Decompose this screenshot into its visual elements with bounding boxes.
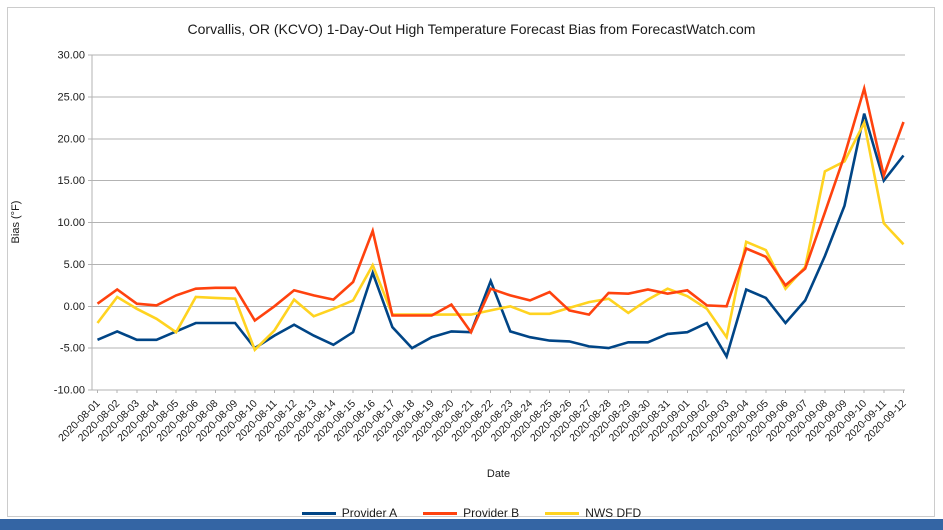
series-line-provider-a — [96, 113, 905, 360]
x-axis-title: Date — [486, 468, 511, 480]
y-tick-label: 15.00 — [57, 175, 85, 187]
series-line-nws-dfd — [96, 118, 905, 353]
legend-item-nws-dfd: NWS DFD — [545, 506, 641, 520]
y-tick-label: 25.00 — [57, 91, 85, 103]
taskbar-strip — [0, 519, 943, 530]
legend-item-provider-a: Provider A — [301, 506, 398, 520]
legend-line-swatch — [423, 511, 458, 515]
y-tick-label: -10.00 — [54, 385, 85, 397]
legend-label: Provider A — [341, 506, 398, 520]
y-tick-label: 30.00 — [57, 50, 85, 62]
series-line-provider-b — [96, 83, 905, 335]
legend-line-swatch — [545, 511, 580, 515]
y-tick-label: -5.00 — [60, 343, 85, 355]
legend-line-swatch — [301, 511, 336, 515]
y-tick-label: 0.00 — [64, 301, 85, 313]
legend-item-provider-b: Provider B — [423, 506, 519, 520]
y-tick-label: 20.00 — [57, 133, 85, 145]
legend-label: NWS DFD — [585, 506, 642, 520]
chart-frame — [7, 7, 935, 517]
chart-title: Corvallis, OR (KCVO) 1-Day-Out High Temp… — [187, 21, 756, 37]
y-tick-label: 5.00 — [64, 259, 85, 271]
y-tick-label: 10.00 — [57, 217, 85, 229]
chart-legend: Provider A Provider B NWS DFD — [0, 506, 943, 520]
legend-label: Provider B — [463, 506, 520, 520]
